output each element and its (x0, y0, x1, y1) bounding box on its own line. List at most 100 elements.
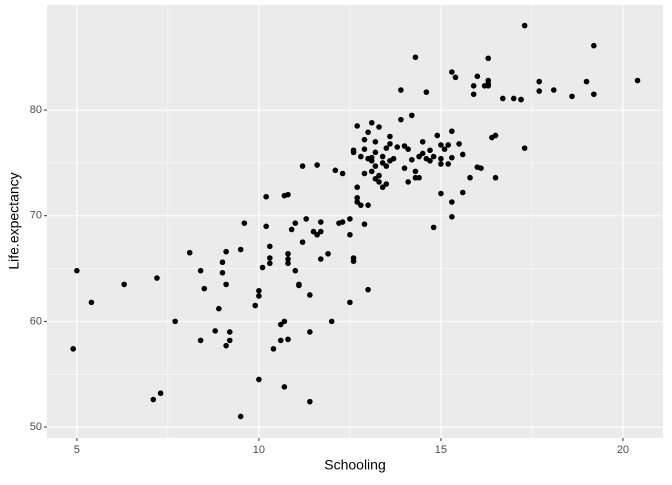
point (288, 226, 295, 233)
point (474, 73, 481, 80)
point (449, 154, 455, 161)
point (438, 190, 444, 197)
point (583, 78, 590, 85)
point (263, 223, 269, 230)
x-tick-label: 10 (253, 444, 265, 456)
point (383, 163, 390, 169)
point (350, 149, 357, 156)
point (485, 80, 492, 87)
point (223, 248, 229, 255)
point (361, 136, 368, 143)
points (70, 22, 641, 420)
point (285, 260, 291, 267)
point (536, 88, 543, 94)
point (267, 243, 273, 250)
point (256, 287, 262, 294)
point (372, 163, 379, 169)
point (434, 132, 441, 139)
point (317, 256, 324, 262)
point (376, 172, 382, 179)
point (354, 199, 360, 205)
point (365, 129, 371, 136)
point (285, 256, 291, 262)
point (339, 170, 346, 177)
point (372, 138, 379, 145)
point (252, 302, 259, 309)
point (438, 161, 444, 167)
point (281, 384, 288, 390)
point (591, 42, 597, 49)
point (256, 376, 262, 383)
point (569, 93, 575, 100)
point (500, 95, 506, 102)
point (390, 155, 397, 162)
point (379, 153, 386, 160)
point (216, 305, 222, 312)
point (157, 390, 164, 397)
point (536, 78, 543, 85)
point (518, 96, 524, 103)
point (347, 231, 353, 238)
point (416, 153, 422, 160)
point (467, 174, 473, 181)
point (74, 267, 80, 274)
point (634, 77, 641, 84)
point (292, 267, 299, 274)
point (372, 149, 379, 156)
point (456, 141, 462, 147)
point (449, 69, 455, 75)
point (292, 220, 299, 226)
point (438, 155, 444, 162)
x-tick-label: 5 (74, 444, 80, 456)
point (361, 221, 368, 227)
point (317, 219, 324, 225)
point (332, 167, 339, 174)
point (401, 143, 408, 149)
point (267, 260, 273, 267)
point (223, 342, 229, 349)
point (350, 258, 357, 264)
point (441, 146, 448, 152)
point (317, 228, 324, 235)
point (550, 87, 557, 93)
point (449, 213, 455, 220)
point (401, 165, 408, 172)
point (383, 181, 390, 187)
point (510, 95, 517, 102)
point (445, 161, 452, 167)
point (237, 413, 244, 420)
point (449, 128, 455, 135)
x-axis-title: Schooling (324, 457, 386, 473)
point (379, 184, 386, 191)
point (270, 346, 277, 352)
point (419, 150, 426, 157)
point (226, 329, 233, 335)
point (347, 216, 353, 222)
point (197, 337, 204, 344)
point (405, 146, 411, 152)
point (430, 153, 437, 160)
point (361, 170, 368, 177)
point (212, 328, 218, 334)
point (121, 281, 127, 288)
point (521, 145, 528, 151)
point (398, 87, 404, 93)
point (223, 281, 229, 288)
point (285, 191, 291, 198)
point (408, 156, 415, 163)
point (416, 174, 422, 181)
point (354, 184, 360, 191)
point (452, 74, 459, 81)
x-tick-label: 20 (617, 444, 629, 456)
point (237, 246, 244, 253)
point (387, 141, 393, 147)
point (285, 250, 291, 257)
point (256, 293, 262, 299)
point (88, 299, 95, 306)
y-tick-label: 70 (30, 210, 42, 222)
point (307, 329, 313, 335)
point (281, 318, 288, 325)
point (339, 219, 346, 225)
point (419, 138, 426, 145)
